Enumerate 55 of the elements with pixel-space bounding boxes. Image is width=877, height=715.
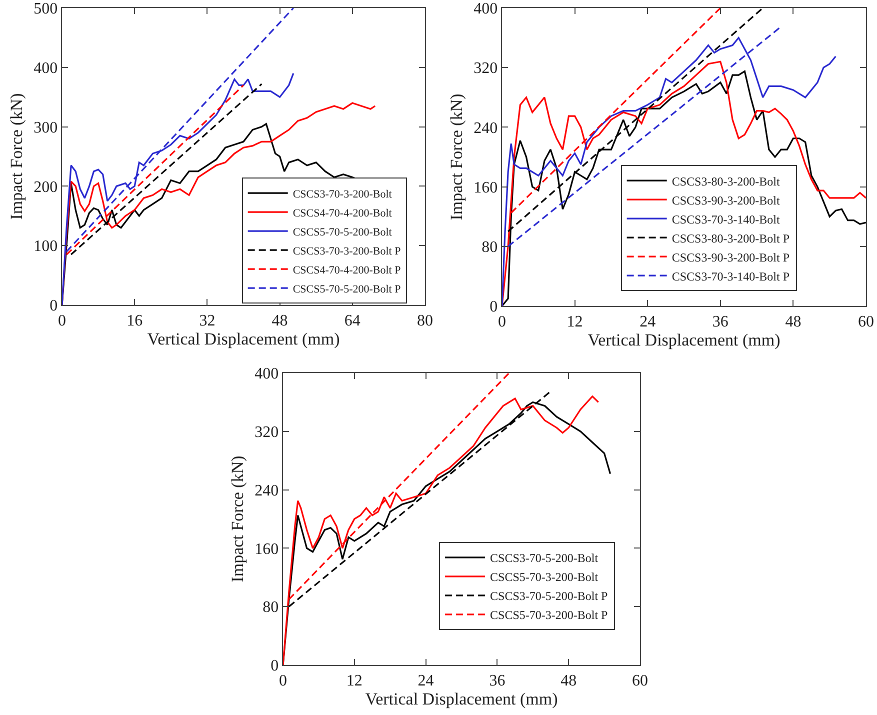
- y-tick-label: 400: [474, 0, 498, 18]
- legend-label: CSCS3-70-5-200-Bolt: [490, 551, 599, 566]
- y-tick-label: 160: [474, 179, 498, 196]
- legend-label: CSCS3-70-5-200-Bolt P: [490, 589, 608, 604]
- legend-label: CSCS5-70-3-200-Bolt: [490, 570, 599, 584]
- x-tick-label: 32: [199, 312, 216, 330]
- x-tick-label: 48: [785, 313, 802, 330]
- legend-label: CSCS5-70-5-200-Bolt P: [292, 283, 401, 296]
- legend-label: CSCS3-90-3-200-Bolt P: [672, 250, 790, 264]
- y-tick-label: 400: [254, 366, 279, 383]
- x-tick-label: 12: [346, 672, 362, 690]
- legend-label: CSCS3-70-3-200-Bolt: [292, 188, 392, 200]
- x-tick-label: 80: [417, 312, 433, 330]
- y-tick-label: 0: [270, 658, 279, 675]
- x-tick-label: 60: [858, 313, 874, 330]
- x-tick-label: 64: [344, 312, 360, 330]
- y-tick-label: 100: [34, 238, 58, 256]
- legend-label: CSCS3-90-3-200-Bolt: [672, 193, 781, 208]
- y-tick-label: 240: [474, 120, 498, 137]
- y-tick-label: 320: [474, 60, 498, 78]
- y-tick-label: 320: [254, 424, 279, 441]
- y-axis-title: Impact Force (kN): [447, 94, 466, 220]
- y-tick-label: 240: [254, 482, 279, 500]
- legend-label: CSCS3-70-3-140-Bolt P: [672, 269, 790, 284]
- legend-label: CSCS5-70-5-200-Bolt: [292, 226, 392, 238]
- legend-label: CSCS3-70-3-140-Bolt: [672, 212, 781, 226]
- x-axis-title: Vertical Displacement (mm): [365, 690, 558, 709]
- legend-label: CSCS4-70-4-200-Bolt P: [292, 264, 401, 276]
- x-tick-label: 36: [489, 672, 506, 690]
- y-tick-label: 500: [34, 0, 58, 18]
- y-tick-label: 400: [34, 60, 58, 77]
- x-tick-label: 60: [632, 672, 648, 690]
- y-tick-label: 0: [490, 298, 498, 316]
- y-tick-label: 80: [262, 599, 279, 616]
- legend-label: CSCS5-70-3-200-Bolt P: [490, 608, 608, 622]
- legend-label: CSCS3-70-3-200-Bolt P: [292, 245, 401, 258]
- y-axis-title: Impact Force (kN): [228, 456, 248, 582]
- y-axis-title: Impact Force (kN): [7, 93, 26, 220]
- legend-label: CSCS3-80-3-200-Bolt: [672, 174, 781, 188]
- y-tick-label: 300: [34, 119, 58, 136]
- x-tick-label: 24: [418, 672, 434, 690]
- x-tick-label: 48: [560, 672, 577, 690]
- x-axis-title: Vertical Displacement (mm): [588, 330, 780, 350]
- x-tick-label: 12: [566, 313, 583, 330]
- y-tick-label: 200: [34, 178, 58, 196]
- y-tick-label: 160: [254, 540, 279, 558]
- legend-label: CSCS4-70-4-200-Bolt: [292, 207, 392, 220]
- y-tick-label: 80: [482, 239, 498, 256]
- x-axis-title: Vertical Displacement (mm): [147, 330, 340, 349]
- legend-label: CSCS3-80-3-200-Bolt P: [672, 231, 790, 246]
- y-tick-label: 0: [50, 298, 58, 315]
- x-tick-label: 16: [126, 312, 143, 330]
- x-tick-label: 36: [712, 313, 728, 330]
- x-tick-label: 48: [272, 312, 288, 330]
- x-tick-label: 24: [640, 313, 656, 330]
